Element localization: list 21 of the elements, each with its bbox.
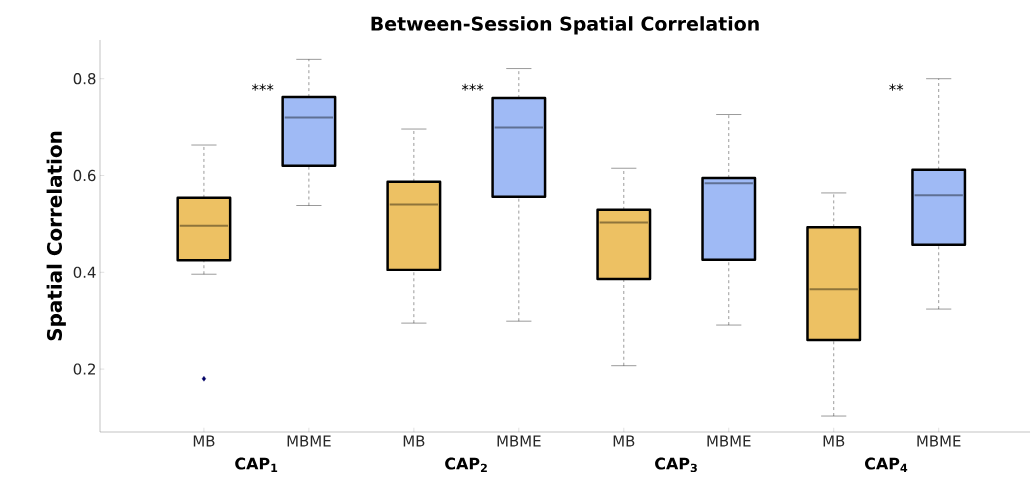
x-tick-label: MB — [403, 435, 425, 447]
x-tick-label: MBME — [497, 435, 541, 447]
y-tick-label: 0.2 — [73, 363, 95, 375]
y-tick-label: 0.8 — [73, 73, 96, 85]
chart-title: Between-Session Spatial Correlation — [371, 16, 759, 35]
annotation: *** — [251, 83, 274, 91]
y-tick-label: 0.6 — [73, 169, 96, 182]
x-tick-label: MBME — [917, 435, 961, 447]
text: CAP$_{4}$ — [865, 457, 908, 472]
text: CAP$_{2}$ — [445, 457, 487, 472]
x-tick-label: MB — [193, 435, 215, 447]
x-tick-label: MBME — [287, 435, 331, 447]
y-axis-title: Spatial Correlation — [46, 131, 66, 341]
x-tick-label: MB — [823, 435, 845, 447]
annotation: *** — [461, 83, 484, 91]
annotation: ** — [889, 83, 904, 91]
x-tick-label: MB — [613, 435, 635, 447]
text: CAP$_{1}$ — [235, 457, 278, 472]
y-tick-label: 0.4 — [73, 266, 96, 278]
x-tick-label: MBME — [707, 435, 751, 447]
text: CAP$_{3}$ — [655, 457, 697, 473]
